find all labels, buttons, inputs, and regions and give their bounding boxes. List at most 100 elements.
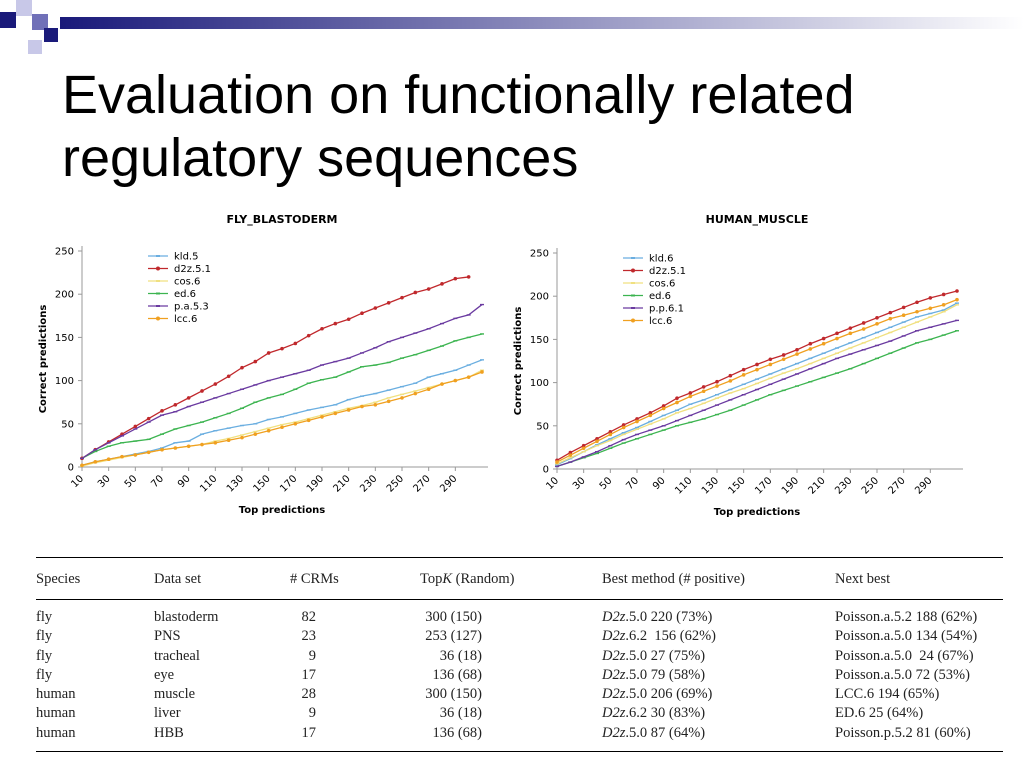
legend-marker bbox=[631, 268, 635, 273]
header-crms: # CRMs bbox=[290, 557, 420, 600]
x-tick-label: 30 bbox=[96, 473, 113, 490]
header-topk-suffix: (Random) bbox=[452, 570, 515, 587]
y-tick-label: 100 bbox=[530, 378, 549, 389]
cell-topk: 300 (150) bbox=[420, 600, 602, 628]
best-method-score: .5.0 220 (73%) bbox=[625, 609, 713, 625]
data-point bbox=[253, 359, 258, 364]
y-tick-label: 250 bbox=[55, 247, 74, 258]
x-tick-label: 250 bbox=[860, 475, 881, 496]
data-point bbox=[568, 450, 573, 455]
decorative-header-bar bbox=[0, 0, 1024, 54]
x-tick-label: 110 bbox=[198, 473, 219, 494]
legend-label: cos.6 bbox=[174, 277, 200, 288]
data-point bbox=[848, 331, 853, 336]
deco-square-light bbox=[16, 0, 32, 16]
data-point bbox=[955, 297, 959, 302]
data-point bbox=[861, 327, 866, 331]
data-point bbox=[568, 453, 573, 457]
cell-best-method: D2z.6.2 156 (62%) bbox=[602, 627, 835, 646]
y-axis-label: Correct predictions bbox=[513, 307, 524, 416]
data-point bbox=[453, 378, 458, 383]
x-tick-label: 190 bbox=[305, 473, 326, 494]
x-tick-label: 190 bbox=[780, 475, 801, 496]
data-point bbox=[701, 385, 706, 389]
series-line-kld-5 bbox=[81, 359, 483, 466]
crms-value: 9 bbox=[308, 705, 316, 722]
data-point bbox=[901, 313, 906, 318]
series-line-ed-6 bbox=[81, 333, 483, 459]
data-point bbox=[861, 321, 866, 325]
data-point bbox=[661, 404, 666, 408]
y-tick-label: 200 bbox=[55, 290, 74, 301]
x-tick-label: 130 bbox=[225, 473, 246, 494]
cell-species: fly bbox=[36, 666, 53, 683]
data-point bbox=[306, 333, 311, 338]
y-tick-label: 0 bbox=[68, 463, 74, 474]
topk-value: 136 (68) bbox=[432, 666, 482, 683]
data-point bbox=[901, 305, 906, 310]
data-point bbox=[346, 408, 351, 412]
data-point bbox=[941, 303, 946, 307]
data-point bbox=[293, 341, 298, 346]
data-point bbox=[848, 326, 853, 330]
cell-crms: 82 bbox=[290, 600, 420, 628]
data-point bbox=[728, 379, 733, 383]
data-point bbox=[480, 370, 484, 374]
cell-best-method: D2z.6.2 30 (83%) bbox=[602, 704, 835, 723]
table-header-row: Species Data set # CRMs TopK (Random) Be… bbox=[36, 557, 1003, 600]
x-tick-label: 70 bbox=[149, 473, 166, 490]
data-point bbox=[360, 404, 364, 409]
series-line-p-p-6-1 bbox=[556, 319, 958, 468]
data-point bbox=[688, 394, 693, 399]
data-point bbox=[835, 331, 839, 336]
data-point bbox=[835, 336, 839, 341]
data-point bbox=[875, 316, 879, 320]
legend-label: cos.6 bbox=[649, 279, 675, 290]
data-point bbox=[146, 450, 151, 455]
x-tick-label: 110 bbox=[673, 475, 694, 496]
cell-dataset: blastoderm bbox=[154, 609, 219, 625]
cell-next-best: Poisson.a.5.0 24 (67%) bbox=[835, 647, 974, 664]
topk-value: 136 (68) bbox=[432, 724, 482, 741]
legend-marker bbox=[631, 318, 635, 323]
header-next-best: Next best bbox=[835, 557, 1003, 600]
topk-value: 300 (150) bbox=[425, 609, 482, 625]
cell-best-method: D2z.5.0 87 (64%) bbox=[602, 723, 835, 753]
legend-label: ed.6 bbox=[649, 291, 671, 302]
data-point bbox=[186, 444, 191, 449]
cell-topk: 136 (68) bbox=[420, 666, 602, 685]
data-point bbox=[173, 402, 178, 407]
data-point bbox=[701, 389, 706, 394]
x-axis-label: Top predictions bbox=[714, 507, 801, 518]
data-point bbox=[928, 306, 933, 311]
cell-topk: 300 (150) bbox=[420, 685, 602, 704]
y-tick-label: 100 bbox=[55, 376, 74, 387]
data-point bbox=[333, 321, 338, 326]
chart-title: HUMAN_MUSCLE bbox=[706, 213, 809, 226]
data-point bbox=[555, 460, 559, 464]
slide-title: Evaluation on functionally related regul… bbox=[62, 65, 855, 188]
x-tick-label: 10 bbox=[69, 473, 86, 490]
data-point bbox=[755, 362, 759, 367]
data-point bbox=[768, 357, 773, 362]
cell-crms: 9 bbox=[290, 647, 420, 666]
data-point bbox=[133, 424, 138, 429]
data-point bbox=[266, 428, 271, 433]
data-point bbox=[675, 400, 679, 405]
data-point bbox=[80, 463, 84, 468]
cell-best-method: D2z.5.0 206 (69%) bbox=[602, 685, 835, 704]
crms-value: 28 bbox=[301, 686, 317, 703]
cell-crms: 23 bbox=[290, 627, 420, 646]
data-point bbox=[795, 347, 799, 352]
legend-label: d2z.5.1 bbox=[649, 266, 686, 277]
data-point bbox=[253, 432, 258, 436]
cell-next-best: Poisson.a.5.2 188 (62%) bbox=[835, 609, 978, 625]
best-method-name: D2z bbox=[602, 647, 626, 664]
data-point bbox=[915, 300, 919, 305]
data-point bbox=[955, 289, 959, 293]
best-method-score: .6.2 30 (83%) bbox=[625, 705, 706, 722]
cell-species: fly bbox=[36, 647, 53, 664]
table-body: fly blastoderm 82 300 (150) D2z .5.0 220 (73%… bbox=[36, 600, 1003, 753]
data-point bbox=[781, 353, 786, 357]
table-row: fly blastoderm 82 300 (150) D2z.5.0 220 (73%… bbox=[36, 600, 1003, 628]
